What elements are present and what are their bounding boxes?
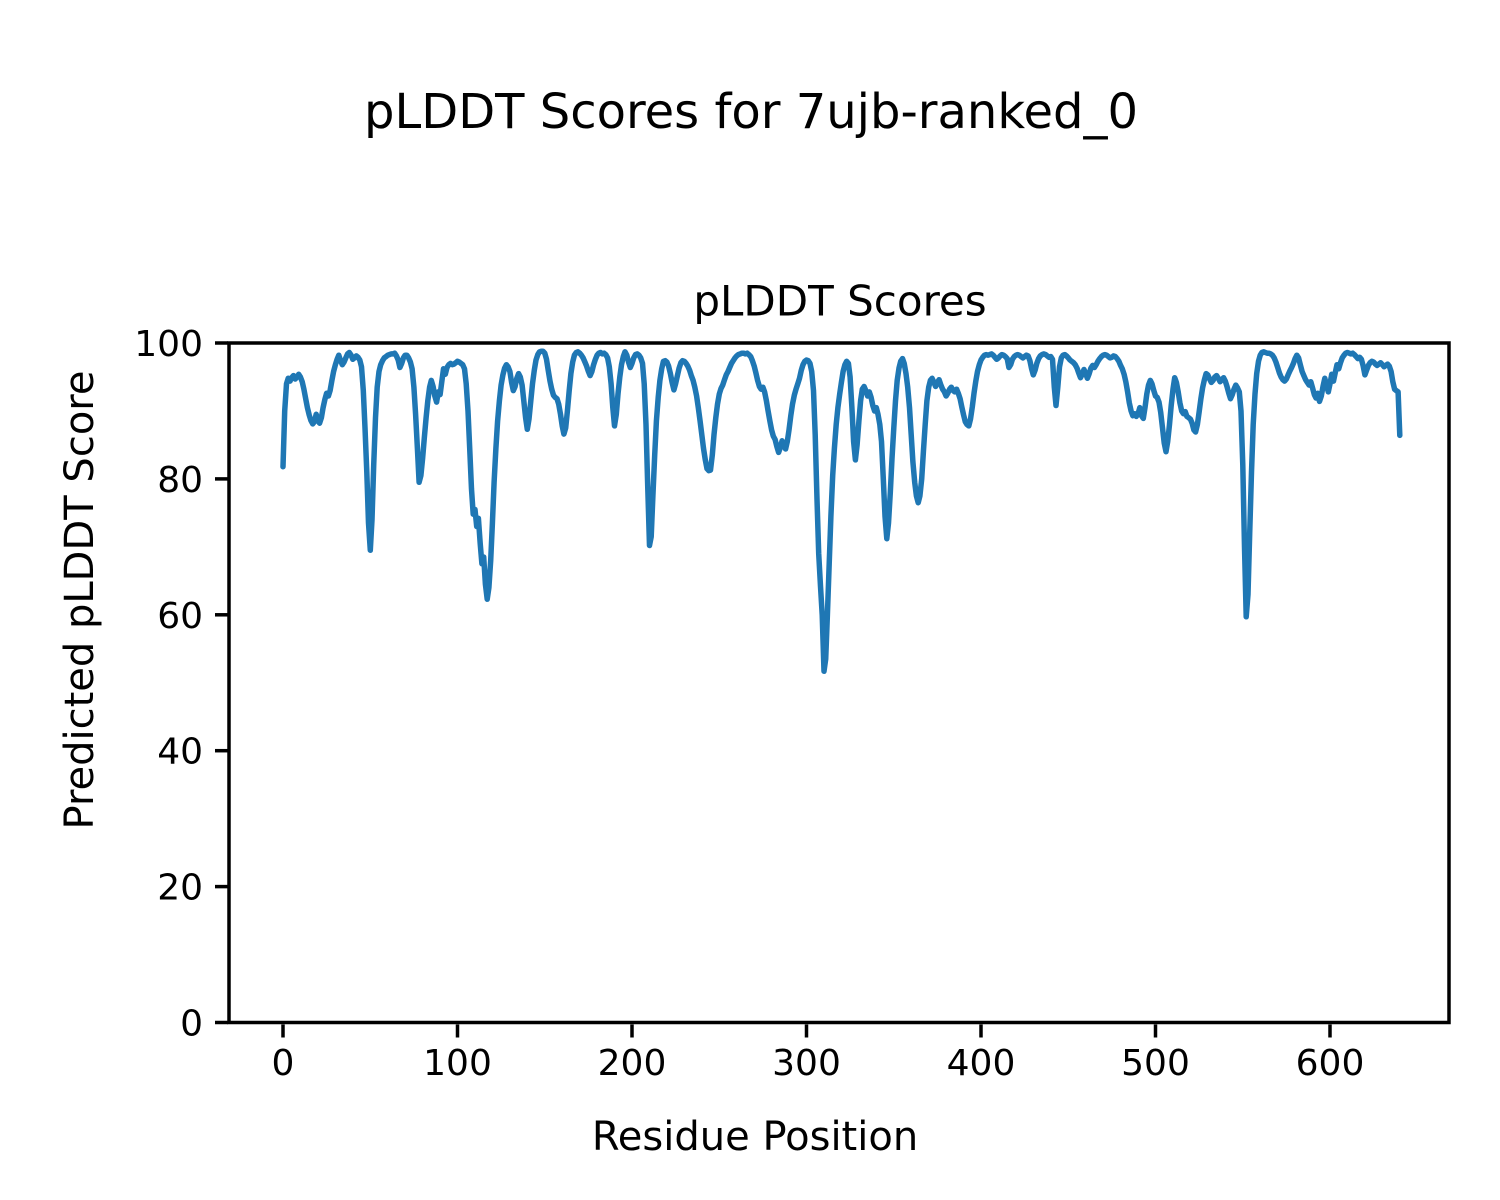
x-tick-label: 200 [598,1043,667,1084]
x-tick-label: 600 [1296,1043,1365,1084]
x-tick-label: 0 [272,1043,295,1084]
x-tick-label: 500 [1121,1043,1190,1084]
y-tick-label: 60 [157,596,203,637]
y-axis-label: Predicted pLDDT Score [57,370,103,830]
y-tick-label: 20 [157,868,203,909]
axes-title: pLDDT Scores [693,276,987,326]
x-tick-label: 100 [423,1043,492,1084]
figure-title: pLDDT Scores for 7ujb-ranked_0 [364,84,1138,140]
plddt-line [280,348,1403,674]
x-tick-label: 300 [772,1043,841,1084]
y-tick-label: 0 [180,1004,203,1045]
x-axis-label: Residue Position [591,1114,919,1160]
y-tick-label: 80 [157,460,203,501]
plot-border [227,341,1451,1025]
y-tick-label: 100 [134,324,203,365]
x-tick-label: 400 [947,1043,1016,1084]
y-tick-label: 40 [157,732,203,773]
